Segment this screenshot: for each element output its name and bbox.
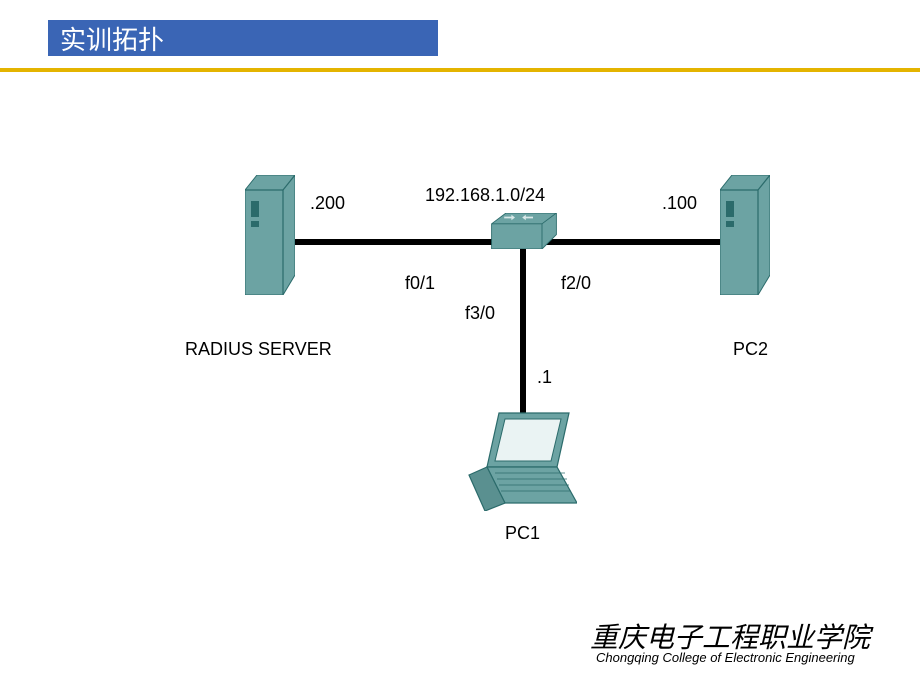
server-label: RADIUS SERVER	[185, 339, 332, 360]
footer-institution-en: Chongqing College of Electronic Engineer…	[596, 650, 855, 665]
subnet-label: 192.168.1.0/24	[425, 185, 545, 206]
pc1-ip-label: .1	[537, 367, 552, 388]
port-f30-label: f3/0	[465, 303, 495, 324]
link-server-switch	[285, 239, 505, 245]
network-topology: 192.168.1.0/24 .200 RADIUS SERVER f0/1 f…	[195, 175, 805, 545]
link-switch-pc1	[520, 245, 526, 425]
port-f01-label: f0/1	[405, 273, 435, 294]
pc1-label: PC1	[505, 523, 540, 544]
pc1-laptop-icon	[467, 411, 577, 511]
pc2-ip-label: .100	[662, 193, 697, 214]
link-switch-pc2	[545, 239, 745, 245]
title-underline	[0, 68, 920, 72]
port-f20-label: f2/0	[561, 273, 591, 294]
switch-icon	[488, 213, 560, 249]
slide-title: 实训拓扑	[60, 20, 164, 57]
pc2-label: PC2	[733, 339, 768, 360]
server-icon	[245, 175, 295, 295]
server-ip-label: .200	[310, 193, 345, 214]
pc2-icon	[720, 175, 770, 295]
title-bar: 实训拓扑	[48, 20, 438, 56]
